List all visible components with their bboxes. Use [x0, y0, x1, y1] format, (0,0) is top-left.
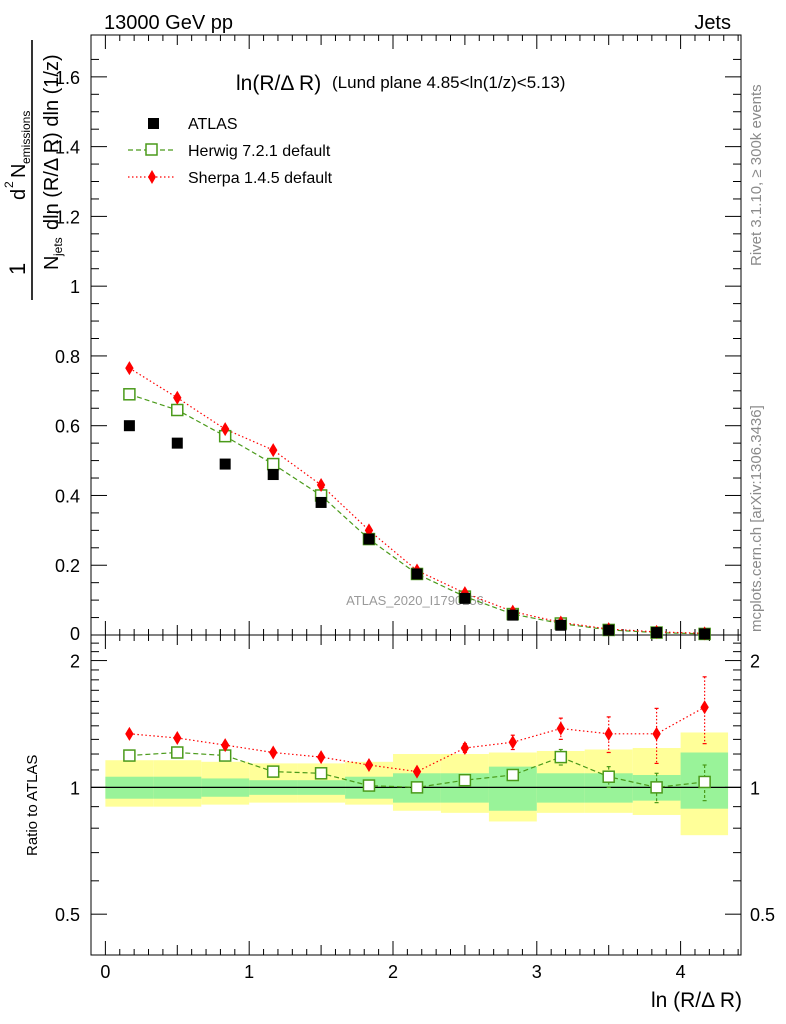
- ratio-y-tick-label: 0.5: [55, 905, 80, 925]
- x-tick-label: 4: [676, 962, 686, 982]
- y-tick-label: 1.4: [55, 138, 80, 158]
- legend-herwig-marker: [145, 143, 158, 156]
- herwig-ratio-point: [266, 765, 280, 778]
- sherpa-ratio-point: [364, 758, 374, 773]
- legend: ATLAS Herwig 7.2.1 default Sherpa 1.4.5 …: [128, 116, 333, 187]
- y-tick-label: 1.2: [55, 207, 80, 227]
- atlas-point: [651, 627, 663, 639]
- title-main: ln(R/Δ R): [236, 72, 321, 95]
- sherpa-ratio-point: [412, 764, 422, 779]
- ylabel-dln: dln (R/Δ R) dln (1/z): [41, 54, 63, 230]
- herwig-point: [266, 457, 280, 471]
- legend-atlas-marker: [148, 118, 159, 129]
- herwig-ratio-point: [314, 767, 328, 780]
- ylabel-n-em: N: [8, 164, 30, 178]
- atlas-point: [315, 496, 327, 508]
- sherpa-ratio-point: [604, 726, 613, 741]
- ratio-panel: [90, 634, 742, 956]
- herwig-point: [123, 388, 136, 401]
- atlas-point: [699, 628, 711, 640]
- energy-label: 13000 GeV pp: [104, 12, 233, 34]
- x-axis-label: ln (R/Δ R): [651, 989, 742, 1012]
- herwig-ratio-point: [458, 773, 472, 787]
- sherpa-point: [269, 443, 278, 458]
- ylabel-jets-sub: jets: [51, 237, 65, 257]
- herwig-ratio-point: [506, 768, 520, 782]
- ratio-y-tick-label: 2: [70, 652, 80, 672]
- sherpa-ratio-point: [460, 741, 470, 756]
- x-tick-label: 1: [244, 962, 254, 982]
- y-axis-label: 1 N jets dln (R/Δ R) dln (1/z) d 2 N emi…: [2, 40, 65, 300]
- sherpa-point: [125, 361, 134, 376]
- herwig-ratio-point: [362, 779, 376, 792]
- sherpa-ratio-point: [508, 735, 517, 750]
- legend-atlas-label: ATLAS: [188, 116, 238, 133]
- ylabel-em-sub: emissions: [19, 111, 33, 164]
- atlas-point: [171, 437, 183, 449]
- atlas-point: [603, 624, 615, 636]
- herwig-point: [171, 403, 184, 417]
- process-label: Jets: [694, 12, 731, 34]
- legend-sherpa-marker: [148, 170, 156, 184]
- herwig-ratio-point: [698, 775, 711, 789]
- atlas-point: [123, 420, 135, 432]
- atlas-point: [219, 458, 231, 470]
- ratio-y-tick-label-right: 1: [750, 778, 760, 798]
- herwig-ratio-point: [650, 781, 663, 794]
- chart-marks: 0 1 2 3 4 0.2 0.4 0.6 0.8 1 1.2 1.4 1.6 0.5 0.5 1 1 2 2: [55, 35, 775, 982]
- herwig-ratio-point: [171, 746, 184, 759]
- ratio-y-tick-label-right: 0.5: [750, 905, 775, 925]
- y-tick-label: 0.2: [55, 556, 80, 576]
- herwig-ratio-point: [554, 750, 568, 764]
- sherpa-ratio-point: [173, 730, 182, 745]
- sherpa-ratio-point: [269, 745, 278, 760]
- x-tick-label: 3: [532, 962, 542, 982]
- y-tick-label: 1: [70, 277, 80, 297]
- sherpa-ratio-point: [652, 726, 661, 741]
- atlas-point: [507, 609, 519, 621]
- title-sub: (Lund plane 4.85<ln(1/z)<5.13): [332, 73, 565, 92]
- ratio-y-tick-label: 1: [70, 778, 80, 798]
- x-tick-label: 0: [100, 962, 110, 982]
- atlas-point: [459, 592, 471, 604]
- sherpa-point: [316, 478, 326, 492]
- ratio-y-tick-label-right: 2: [750, 652, 760, 672]
- y-tick-label: 0.6: [55, 417, 80, 437]
- herwig-ratio-point: [602, 770, 615, 783]
- ratio-y-axis-label: Ratio to ATLAS: [24, 755, 41, 856]
- sherpa-point: [173, 390, 182, 405]
- x-tick-label: 2: [388, 962, 398, 982]
- sherpa-ratio-point: [220, 738, 230, 753]
- y-tick-label: 1.6: [55, 68, 80, 88]
- ylabel-d2: d: [8, 189, 30, 200]
- sherpa-ratio-point: [125, 726, 134, 741]
- sherpa-ratio-point: [556, 721, 566, 736]
- sherpa-point: [220, 422, 230, 437]
- sherpa-ratio-point: [316, 750, 326, 765]
- sherpa-ratio-point: [700, 700, 709, 715]
- legend-sherpa-label: Sherpa 1.4.5 default: [188, 170, 333, 187]
- rivet-label: Rivet 3.1.10, ≥ 300k events: [748, 84, 765, 266]
- ylabel-one: 1: [5, 263, 30, 275]
- legend-herwig-label: Herwig 7.2.1 default: [188, 143, 331, 160]
- herwig-ratio-point: [123, 749, 136, 762]
- ylabel-n-jets: N: [41, 256, 63, 270]
- herwig-ratio-point: [410, 781, 424, 794]
- atlas-point: [555, 619, 567, 631]
- analysis-watermark: ATLAS_2020_I1790256: [346, 593, 484, 608]
- y-tick-label: 0.4: [55, 486, 80, 506]
- plot-title: ln(R/Δ R) (Lund plane 4.85<ln(1/z)<5.13): [236, 72, 565, 95]
- mcplots-label: mcplots.cern.ch [arXiv:1306.3436]: [748, 405, 765, 632]
- ylabel-two: 2: [2, 181, 16, 188]
- atlas-point: [363, 533, 375, 545]
- atlas-point: [411, 568, 423, 580]
- y-tick-label: 0.8: [55, 347, 80, 367]
- y-tick-label-zero: 0: [70, 624, 80, 644]
- atlas-point: [267, 469, 279, 481]
- ratio-frame: [90, 634, 742, 956]
